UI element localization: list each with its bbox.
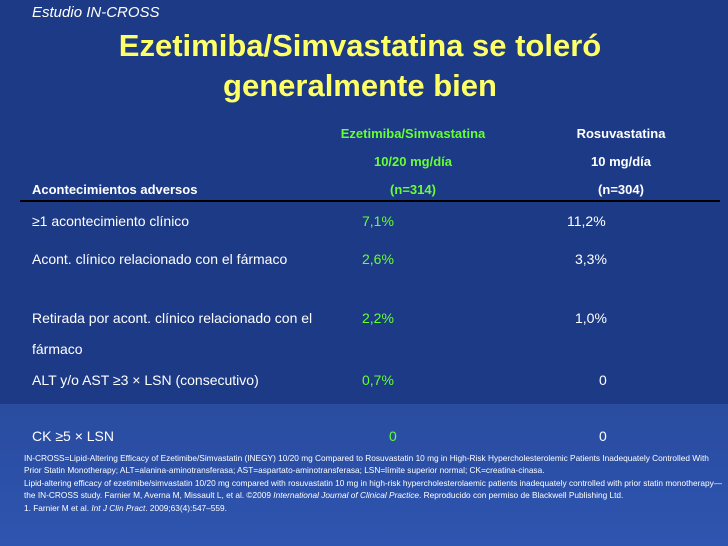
row-label: ≥1 acontecimiento clínico bbox=[32, 213, 190, 229]
bottom-band bbox=[0, 404, 728, 546]
ezetimibe-value: 0 bbox=[389, 428, 397, 444]
header-rule bbox=[20, 200, 720, 202]
footnotes: IN-CROSS=Lipid-Altering Efficacy of Ezet… bbox=[24, 453, 728, 517]
col-header-ezetimibe-n: (n=314) bbox=[390, 182, 436, 197]
title-line-2: generalmente bien bbox=[223, 68, 497, 103]
rosuvastatin-value: 1,0% bbox=[575, 310, 607, 326]
footnote-reference: 1. Farnier M et al. Int J Clin Pract. 20… bbox=[24, 503, 728, 515]
reference-journal: Int J Clin Pract bbox=[91, 503, 146, 513]
rosuvastatin-value: 0 bbox=[599, 372, 607, 388]
copyright-text: Lipid-altering efficacy of ezetimibe/sim… bbox=[24, 478, 723, 500]
footnote-copyright: Lipid-altering efficacy of ezetimibe/sim… bbox=[24, 478, 728, 501]
rosuvastatin-value: 0 bbox=[599, 428, 607, 444]
reference-authors: 1. Farnier M et al. bbox=[24, 503, 92, 513]
col-header-rosuvastatin-n: (n=304) bbox=[598, 182, 644, 197]
footnote-abbreviations: IN-CROSS=Lipid-Altering Efficacy of Ezet… bbox=[24, 453, 709, 475]
ezetimibe-value: 2,6% bbox=[362, 251, 394, 267]
ezetimibe-value: 7,1% bbox=[362, 213, 394, 229]
reference-details: . 2009;63(4):547–559. bbox=[145, 503, 227, 513]
col-header-ezetimibe-name: Ezetimiba/Simvastatina bbox=[340, 126, 486, 141]
title-line-1: Ezetimiba/Simvastatina se toleró bbox=[118, 28, 602, 63]
col-header-ezetimibe-dose: 10/20 mg/día bbox=[373, 154, 453, 169]
rosuvastatin-value: 3,3% bbox=[575, 251, 607, 267]
col-header-rosuvastatin-dose: 10 mg/día bbox=[591, 154, 651, 169]
row-label: Acont. clínico relacionado con el fármac… bbox=[32, 251, 288, 267]
ezetimibe-value: 0,7% bbox=[362, 372, 394, 388]
slide-title: Ezetimiba/Simvastatina se toleró general… bbox=[40, 26, 680, 106]
row-header-label: Acontecimientos adversos bbox=[32, 182, 198, 197]
col-header-rosuvastatin-name: Rosuvastatina bbox=[576, 126, 666, 141]
row-label: ALT y/o AST ≥3 × LSN (consecutivo) bbox=[32, 372, 259, 388]
study-label: Estudio IN-CROSS bbox=[32, 4, 160, 21]
row-label: CK ≥5 × LSN bbox=[32, 428, 114, 444]
copyright-suffix: . Reproducido con permiso de Blackwell P… bbox=[419, 489, 624, 500]
row-label: Retirada por acont. clínico relacionado … bbox=[32, 310, 313, 357]
ezetimibe-value: 2,2% bbox=[362, 310, 394, 326]
rosuvastatin-value: 11,2% bbox=[567, 213, 606, 229]
copyright-journal: International Journal of Clinical Practi… bbox=[273, 489, 420, 500]
